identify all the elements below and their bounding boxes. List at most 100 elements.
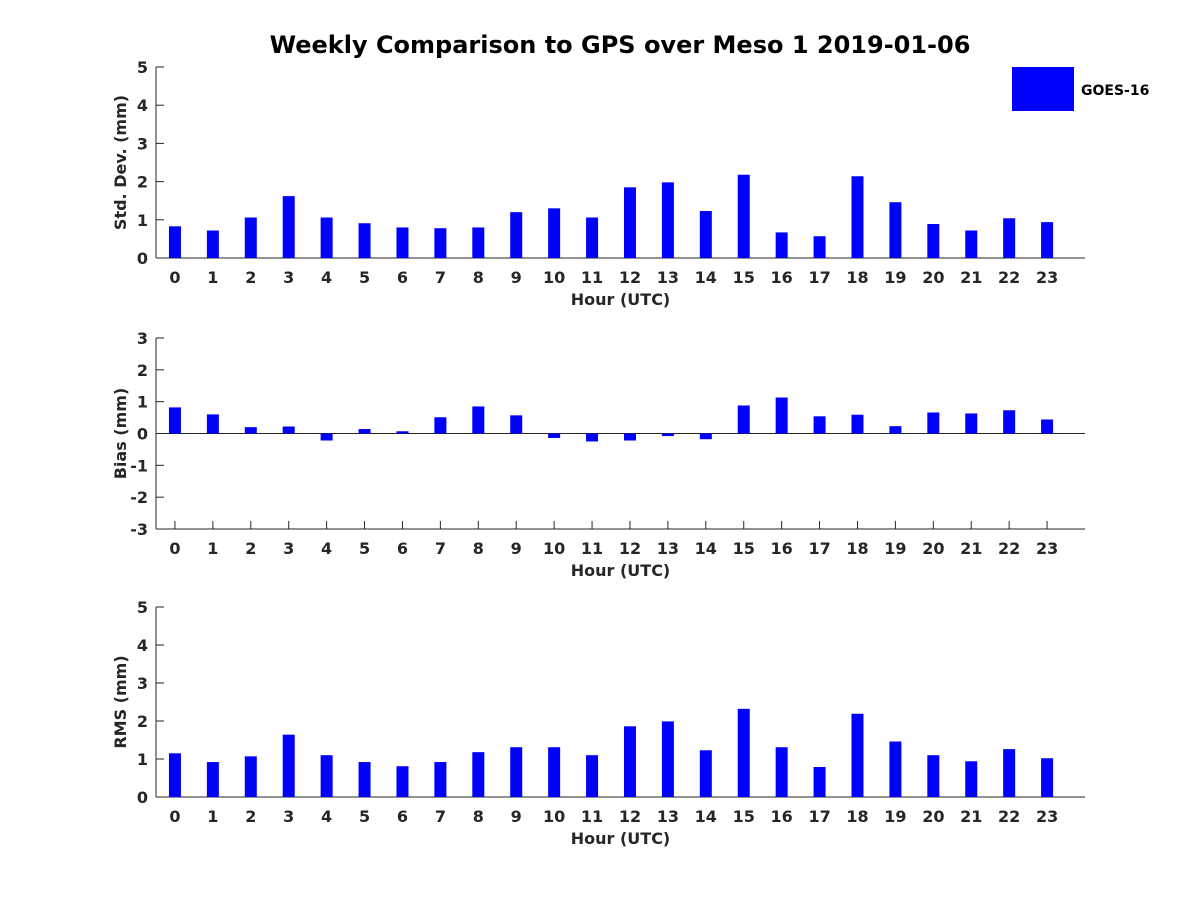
x-tick-label: 18 [846,539,868,558]
x-tick-label: 7 [435,807,446,826]
bar [206,230,219,258]
chart-title: Weekly Comparison to GPS over Meso 1 201… [270,31,971,59]
x-tick-label: 5 [359,807,370,826]
bar [168,753,181,797]
x-tick-label: 1 [207,539,218,558]
bar [434,228,447,258]
bar [168,226,181,258]
x-tick-label: 16 [771,807,793,826]
y-tick-label: 2 [137,173,148,192]
bar [965,761,978,797]
bar [699,433,712,440]
y-tick-label: 5 [137,58,148,77]
x-tick-label: 17 [808,268,830,287]
bar [358,762,371,797]
y-tick-label: 5 [137,598,148,617]
bar [737,708,750,797]
bar [737,405,750,434]
bar [206,414,219,434]
y-tick-label: 3 [137,674,148,693]
x-tick-label: 13 [657,268,679,287]
bar [472,227,485,258]
bar [244,756,257,797]
x-tick-label: 5 [359,268,370,287]
x-tick-label: 23 [1036,268,1058,287]
bar [396,431,409,434]
x-tick-label: 15 [733,268,755,287]
x-tick-label: 6 [397,539,408,558]
y-tick-label: 1 [137,211,148,230]
bar [813,416,826,434]
bar [320,433,333,441]
x-tick-label: 16 [771,539,793,558]
y-tick-label: 1 [137,750,148,769]
x-tick-label: 22 [998,539,1020,558]
bar [510,415,523,434]
x-tick-label: 9 [511,268,522,287]
x-tick-label: 14 [695,539,717,558]
bar [548,208,561,258]
x-tick-label: 9 [511,807,522,826]
y-tick-label: 0 [137,249,148,268]
y-tick-label: 1 [137,393,148,412]
x-tick-label: 18 [846,268,868,287]
bar [434,762,447,797]
x-tick-label: 4 [321,807,332,826]
bar [623,187,636,258]
bar [1041,222,1054,258]
bar [1003,218,1016,258]
bar [927,755,940,797]
x-tick-label: 3 [283,539,294,558]
x-tick-label: 19 [884,807,906,826]
bar [206,762,219,797]
std-dev-x-axis-label: Hour (UTC) [571,290,671,309]
x-tick-label: 14 [695,268,717,287]
bar [1003,749,1016,797]
y-tick-label: 0 [137,425,148,444]
bar [889,426,902,434]
x-tick-label: 11 [581,539,603,558]
x-tick-label: 22 [998,807,1020,826]
bar [927,412,940,434]
x-tick-label: 12 [619,539,641,558]
x-tick-label: 23 [1036,539,1058,558]
x-tick-label: 0 [169,539,180,558]
bar [586,755,599,797]
x-tick-label: 5 [359,539,370,558]
x-tick-label: 8 [473,807,484,826]
y-tick-label: -3 [130,520,148,539]
x-tick-label: 7 [435,539,446,558]
x-tick-label: 2 [245,268,256,287]
x-tick-label: 23 [1036,807,1058,826]
y-tick-label: 3 [137,329,148,348]
bias-y-axis-label: Bias (mm) [111,388,130,480]
bias-x-axis-label: Hour (UTC) [571,561,671,580]
legend-label: GOES-16 [1081,83,1149,99]
x-tick-label: 12 [619,807,641,826]
y-tick-label: -1 [130,456,148,475]
x-tick-label: 2 [245,539,256,558]
x-tick-label: 12 [619,268,641,287]
x-tick-label: 19 [884,539,906,558]
y-tick-label: 0 [137,788,148,807]
bar [282,734,295,797]
bar [396,227,409,258]
bar [244,217,257,258]
x-tick-label: 10 [543,807,565,826]
bar [282,426,295,434]
bar [320,755,333,797]
bar [661,182,674,258]
bar [851,176,864,258]
legend-swatch [1012,67,1074,111]
bar [965,230,978,258]
x-tick-label: 10 [543,539,565,558]
x-tick-label: 6 [397,807,408,826]
bar [661,433,674,437]
x-tick-label: 0 [169,807,180,826]
bar [510,747,523,797]
bar [586,433,599,442]
